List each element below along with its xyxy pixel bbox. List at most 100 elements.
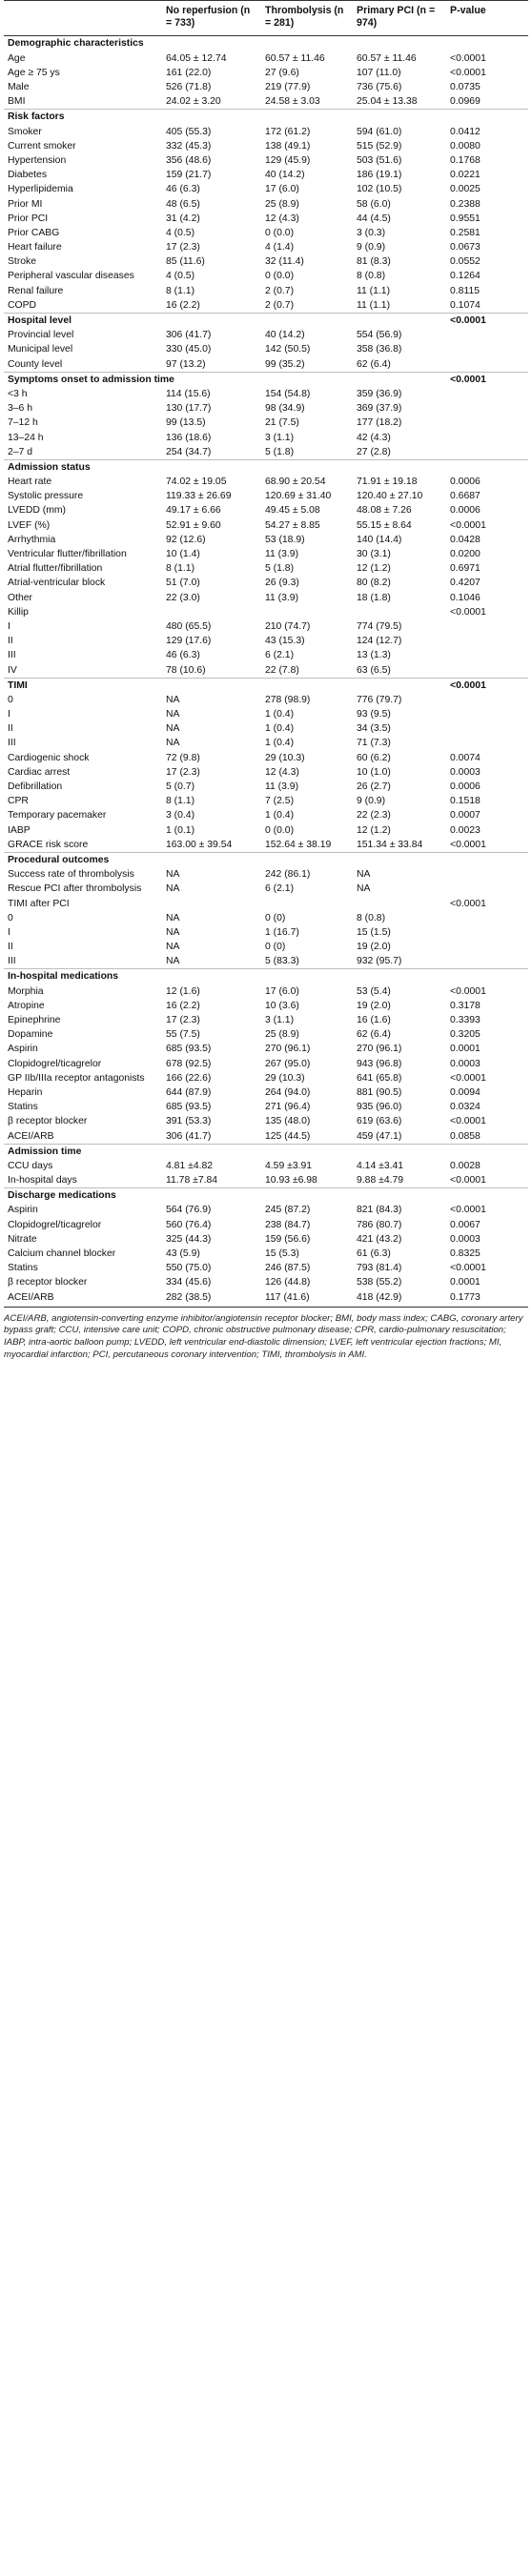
section-header-row: TIMI <0.0001 xyxy=(4,677,528,693)
row-label: IABP xyxy=(8,824,31,836)
table-cell: 16 (1.6) xyxy=(357,1015,391,1026)
table-row: Cardiac arrest 17 (2.3) 12 (4.3) 10 (1.0) 0.… xyxy=(4,765,528,780)
row-label: Aspirin xyxy=(8,1205,38,1216)
table-cell: 99 (35.2) xyxy=(265,358,305,370)
row-label: Atrial-ventricular block xyxy=(8,578,106,589)
table-cell: 503 (51.6) xyxy=(357,154,402,166)
table-cell: 3 (0.3) xyxy=(357,227,386,238)
table-cell: 177 (18.2) xyxy=(357,417,402,429)
table-cell xyxy=(162,897,261,911)
table-cell: 53 (5.4) xyxy=(357,985,391,997)
table-cell: 72 (9.8) xyxy=(166,752,200,763)
table-cell: 560 (76.4) xyxy=(166,1219,212,1230)
table-cell: 25 (8.9) xyxy=(265,1029,299,1041)
section-header-row: In-hospital medications xyxy=(4,968,528,984)
table-cell xyxy=(446,940,528,954)
table-cell: 163.00 ± 39.54 xyxy=(166,839,233,850)
table-row: Atrial flutter/fibrillation 8 (1.1) 5 (1.8… xyxy=(4,561,528,576)
table-cell: 1 (16.7) xyxy=(265,926,299,938)
table-cell: 0 (0.0) xyxy=(265,824,295,836)
table-cell: 0.0673 xyxy=(450,242,481,254)
table-cell: 0.0858 xyxy=(450,1130,481,1142)
row-label: Prior CABG xyxy=(8,227,60,238)
table-cell: NA xyxy=(166,912,180,923)
table-cell: 4.81 ±4.82 xyxy=(166,1160,214,1171)
table-row: Epinephrine 17 (2.3) 3 (1.1) 16 (1.6) 0.3393 xyxy=(4,1013,528,1027)
table-cell xyxy=(446,736,528,750)
table-cell: 0.0412 xyxy=(450,126,481,137)
table-cell: 151.34 ± 33.84 xyxy=(357,839,423,850)
section-p-value: <0.0001 xyxy=(446,677,528,693)
table-cell: 219 (77.9) xyxy=(265,82,311,93)
table-cell: 358 (36.8) xyxy=(357,344,402,355)
table-row: Ventricular flutter/fibrillation 10 (1.4)… xyxy=(4,547,528,561)
table-cell: <0.0001 xyxy=(450,1263,486,1274)
table-row: Smoker 405 (55.3) 172 (61.2) 594 (61.0) 0.04… xyxy=(4,125,528,139)
table-row: 13–24 h 136 (18.6) 3 (1.1) 42 (4.3) xyxy=(4,431,528,445)
table-cell: <0.0001 xyxy=(450,1116,486,1127)
table-cell: 9.88 ±4.79 xyxy=(357,1175,404,1187)
table-cell: 154 (54.8) xyxy=(265,388,311,399)
row-label: ACEI/ARB xyxy=(8,1130,54,1142)
row-label: 3–6 h xyxy=(8,403,33,415)
table-cell: 93 (9.5) xyxy=(357,709,391,720)
row-label: 13–24 h xyxy=(8,432,44,443)
table-cell: 0.0074 xyxy=(450,752,481,763)
table-cell: 30 (3.1) xyxy=(357,549,391,560)
table-cell: 5 (1.8) xyxy=(265,446,295,457)
table-cell: 62 (6.4) xyxy=(357,358,391,370)
table-cell: 15 (1.5) xyxy=(357,926,391,938)
section-title: Risk factors xyxy=(4,109,446,125)
table-cell: 369 (37.9) xyxy=(357,403,402,415)
table-cell: 685 (93.5) xyxy=(166,1044,212,1055)
table-row: COPD 16 (2.2) 2 (0.7) 11 (1.1) 0.1074 xyxy=(4,298,528,314)
row-label: TIMI after PCI xyxy=(8,898,70,909)
table-cell: 43 (5.9) xyxy=(166,1248,200,1260)
table-cell xyxy=(162,605,261,619)
table-cell: 0.0003 xyxy=(450,766,481,778)
table-cell: 136 (18.6) xyxy=(166,432,212,443)
table-cell: 15 (5.3) xyxy=(265,1248,299,1260)
table-cell: 71.91 ± 19.18 xyxy=(357,477,418,488)
table-cell: 166 (22.6) xyxy=(166,1072,212,1084)
table-cell xyxy=(446,328,528,342)
table-cell: 117 (41.6) xyxy=(261,1289,353,1308)
table-cell: 58 (6.0) xyxy=(357,198,391,210)
table-cell: 881 (90.5) xyxy=(357,1086,402,1098)
table-cell: NA xyxy=(166,709,180,720)
row-label: Cardiac arrest xyxy=(8,766,71,778)
table-row: Dopamine 55 (7.5) 25 (8.9) 62 (6.4) 0.3205 xyxy=(4,1027,528,1042)
table-cell: 17 (6.0) xyxy=(265,985,299,997)
row-label: Morphia xyxy=(8,985,44,997)
section-header-row: Symptoms onset to admission time <0.0001 xyxy=(4,371,528,387)
table-row: 2–7 d 254 (34.7) 5 (1.8) 27 (2.8) xyxy=(4,445,528,460)
table-cell: <0.0001 xyxy=(450,52,486,64)
header-primary-pci: Primary PCI (n = 974) xyxy=(357,5,436,30)
table-cell: 54.27 ± 8.85 xyxy=(265,519,320,531)
row-label: GRACE risk score xyxy=(8,839,89,850)
table-cell: 60 (6.2) xyxy=(357,752,391,763)
table-cell: 0 (0) xyxy=(265,912,286,923)
section-title: Admission status xyxy=(4,458,446,476)
table-cell: 124 (12.7) xyxy=(357,636,402,647)
table-cell: <0.0001 xyxy=(450,985,486,997)
row-label: County level xyxy=(8,358,63,370)
table-cell: NA xyxy=(166,694,180,705)
row-label: Renal failure xyxy=(8,285,64,296)
table-cell: 12 (4.3) xyxy=(265,766,299,778)
table-row: 7–12 h 99 (13.5) 21 (7.5) 177 (18.2) xyxy=(4,416,528,430)
table-cell: 22 (7.8) xyxy=(265,664,299,676)
table-cell: 3 (1.1) xyxy=(265,432,295,443)
row-label: II xyxy=(8,942,13,953)
table-cell: 85 (11.6) xyxy=(166,256,205,268)
table-cell: 0.0001 xyxy=(450,1044,481,1055)
table-cell: 0.0969 xyxy=(450,96,481,108)
table-cell: 0.4207 xyxy=(450,578,481,589)
table-cell: 0.0080 xyxy=(450,140,481,152)
table-row: Temporary pacemaker 3 (0.4) 1 (0.4) 22 (2.3… xyxy=(4,808,528,822)
table-cell: 391 (53.3) xyxy=(166,1116,212,1127)
table-cell: 22 (2.3) xyxy=(357,810,391,821)
section-title: Demographic characteristics xyxy=(8,38,144,50)
row-label: Current smoker xyxy=(8,140,76,152)
table-cell: 46 (6.3) xyxy=(166,184,200,195)
